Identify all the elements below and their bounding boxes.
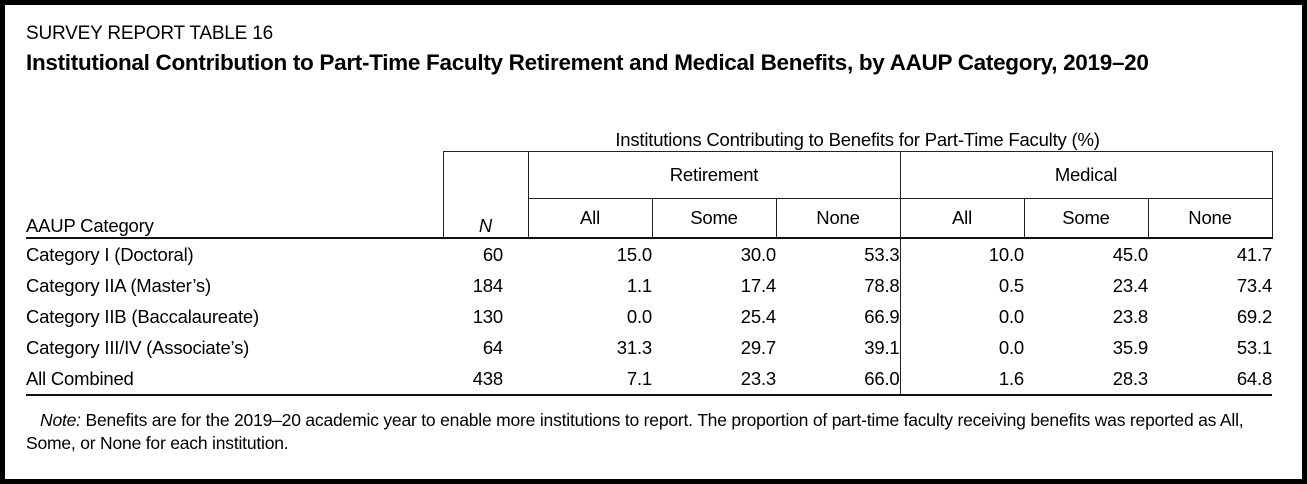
col-header-medical-all: All <box>900 198 1025 239</box>
col-header-retirement-all: All <box>528 198 653 239</box>
retirement-all-value: 7.1 <box>528 363 652 396</box>
col-header-retirement-none: None <box>776 198 901 239</box>
row-label: Category IIB (Baccalaureate) <box>26 305 259 327</box>
col-header-medical-none: None <box>1148 198 1273 239</box>
medical-some-value: 35.9 <box>1112 336 1148 358</box>
medical-none-value: 73.4 <box>1236 274 1273 296</box>
medical-none-value: 64.8 <box>1148 363 1272 396</box>
row-label: Category III/IV (Associate’s) <box>26 336 250 358</box>
n-value: 64 <box>482 336 503 358</box>
retirement-some-value: 23.3 <box>652 363 776 396</box>
medical-all-value: 10.0 <box>988 243 1024 265</box>
medical-all-value: 0.5 <box>998 274 1024 296</box>
table-row: All Combined 438 7.1 23.3 66.0 1.6 28.3 … <box>26 363 1272 396</box>
table-row: Category IIB (Baccalaureate) 130 0.0 25.… <box>26 301 1272 332</box>
retirement-none-value: 39.1 <box>776 332 901 363</box>
retirement-some-value: 30.0 <box>740 243 776 265</box>
group-header-row: AAUP Category N Retirement Medical <box>26 151 1273 239</box>
retirement-none-value: 78.8 <box>776 270 901 301</box>
note-text: Benefits are for the 2019–20 academic ye… <box>26 410 1244 453</box>
row-label: Category I (Doctoral) <box>26 243 194 265</box>
n-value: 438 <box>443 363 528 396</box>
medical-all-value: 1.6 <box>900 363 1024 396</box>
retirement-all-value: 0.0 <box>626 305 652 327</box>
medical-none-value: 53.1 <box>1236 336 1273 358</box>
medical-none-value: 41.7 <box>1236 243 1273 265</box>
table-row: Category III/IV (Associate’s) 64 31.3 29… <box>26 332 1272 363</box>
retirement-some-value: 29.7 <box>740 336 776 358</box>
col-header-retirement-some: Some <box>652 198 777 239</box>
medical-some-value: 23.4 <box>1112 274 1148 296</box>
table-row: Category I (Doctoral) 60 15.0 30.0 53.3 … <box>26 238 1272 270</box>
retirement-some-value: 25.4 <box>740 305 776 327</box>
col-header-medical-some: Some <box>1024 198 1149 239</box>
col-group-retirement: Retirement <box>528 151 901 199</box>
medical-none-value: 69.2 <box>1236 305 1273 327</box>
table-spanner-heading: Institutions Contributing to Benefits fo… <box>615 129 1100 150</box>
retirement-none-value: 53.3 <box>776 238 901 270</box>
row-label: All Combined <box>26 363 443 396</box>
row-header-label: AAUP Category <box>26 151 443 239</box>
sub-header-row: All Some None All Some None <box>26 198 1273 239</box>
table-row: Category IIA (Master’s) 184 1.1 17.4 78.… <box>26 270 1272 301</box>
medical-all-value: 0.0 <box>998 336 1024 358</box>
n-value: 130 <box>472 305 503 327</box>
medical-all-value: 0.0 <box>998 305 1024 327</box>
medical-some-value: 28.3 <box>1024 363 1148 396</box>
retirement-none-value: 66.0 <box>776 363 901 396</box>
n-value: 184 <box>472 274 503 296</box>
spanner-spacer <box>26 77 443 152</box>
retirement-none-value: 66.9 <box>776 301 901 332</box>
col-header-n: N <box>442 151 529 239</box>
retirement-some-value: 17.4 <box>740 274 776 296</box>
n-value: 60 <box>482 243 503 265</box>
retirement-all-value: 1.1 <box>626 274 652 296</box>
spanner-row: Institutions Contributing to Benefits fo… <box>26 77 1272 152</box>
table-title: Institutional Contribution to Part-Time … <box>26 50 1149 75</box>
table-number-heading: SURVEY REPORT TABLE 16 <box>26 23 273 44</box>
medical-some-value: 45.0 <box>1112 243 1148 265</box>
table-note: Note: Benefits are for the 2019–20 acade… <box>26 409 1276 454</box>
medical-some-value: 23.8 <box>1112 305 1148 327</box>
col-group-medical: Medical <box>900 151 1273 199</box>
retirement-all-value: 31.3 <box>616 336 652 358</box>
row-label: Category IIA (Master’s) <box>26 274 211 296</box>
note-label: Note: <box>40 410 81 430</box>
benefits-table: Institutions Contributing to Benefits fo… <box>26 77 1273 396</box>
retirement-all-value: 15.0 <box>616 243 652 265</box>
